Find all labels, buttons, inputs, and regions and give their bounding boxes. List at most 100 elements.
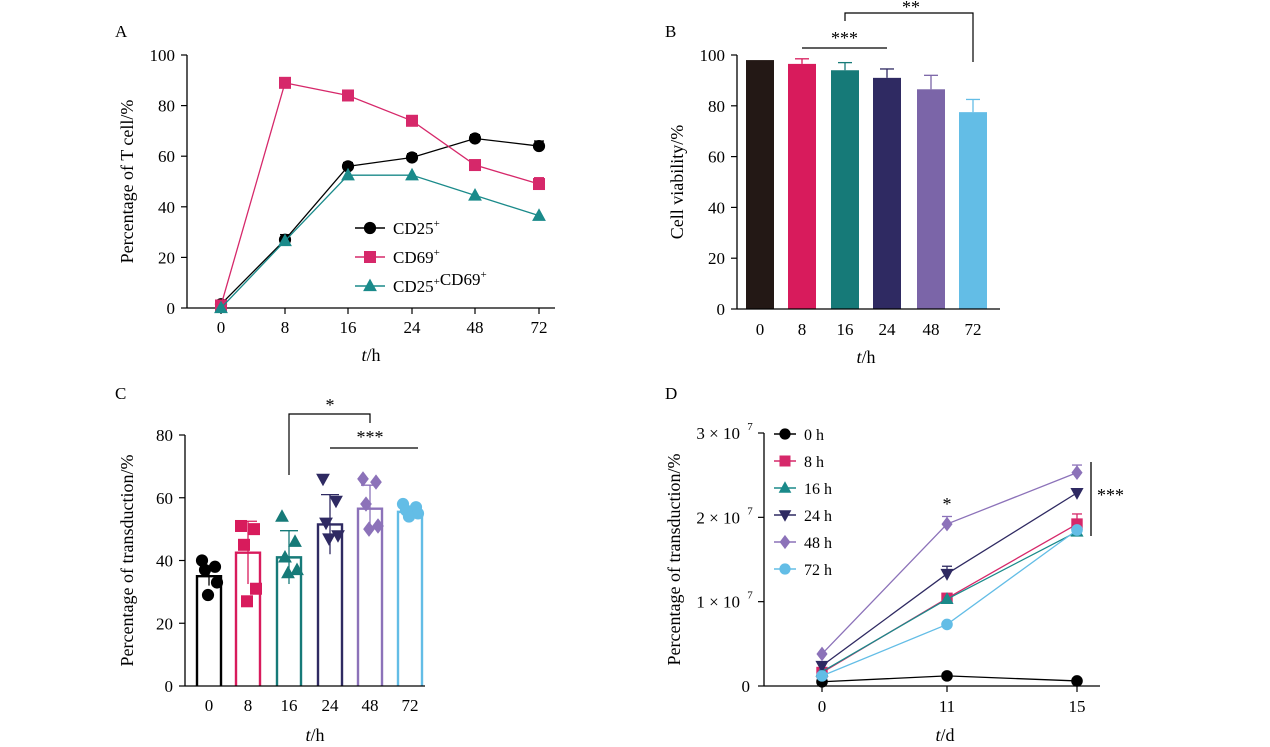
y-axis-label: Cell viability/%: [667, 125, 687, 240]
x-tick-label: 0: [217, 318, 226, 337]
y-tick-label: 80: [158, 97, 175, 116]
legend-marker: [363, 221, 377, 235]
x-tick-label: 0: [205, 696, 214, 715]
x-tick-label: 15: [1069, 697, 1086, 716]
x-tick-label: 48: [467, 318, 484, 337]
x-tick-label: 11: [939, 697, 955, 716]
data-point: [1071, 675, 1083, 687]
x-tick-label: 48: [923, 320, 940, 339]
data-point: [238, 538, 250, 551]
bar: [396, 510, 424, 686]
x-tick-label: 72: [965, 320, 982, 339]
data-point: [235, 519, 247, 532]
significance-bracket: [844, 12, 974, 62]
significance-marker: *: [326, 395, 335, 415]
y-tick-label: 60: [156, 489, 173, 508]
legend-label: 0 h: [804, 427, 824, 444]
data-point: [532, 139, 546, 153]
data-point: [815, 660, 829, 673]
data-point: [1071, 465, 1083, 480]
data-point: [941, 516, 953, 532]
y-tick-label: 0: [742, 677, 751, 696]
y-tick-label: 20: [708, 249, 725, 268]
bar: [831, 70, 859, 310]
x-tick-label: 16: [837, 320, 854, 339]
y-tick-label: 0: [717, 300, 726, 319]
data-point: [341, 167, 355, 181]
y-tick-exponent: 7: [747, 590, 753, 602]
data-point: [406, 114, 418, 127]
data-point: [278, 549, 292, 563]
data-point: [533, 178, 545, 191]
data-point: [214, 300, 228, 314]
legend-label: 24 h: [804, 508, 832, 525]
data-point: [279, 76, 291, 89]
data-point: [468, 132, 482, 145]
data-point: [940, 592, 954, 605]
significance-marker: ***: [357, 427, 384, 447]
y-tick-label: 80: [708, 97, 725, 116]
data-point: [469, 159, 481, 172]
x-tick-label: 0: [818, 697, 827, 716]
data-point: [816, 646, 828, 662]
data-point: [363, 521, 375, 537]
x-tick-label: 8: [244, 696, 253, 715]
x-tick-label: 24: [322, 696, 340, 715]
y-tick-label: 1 × 10: [696, 593, 740, 612]
data-point: [201, 588, 215, 602]
legend-marker: [779, 563, 791, 575]
y-tick-label: 100: [700, 46, 726, 65]
legend-label: 16 h: [804, 481, 832, 498]
data-point: [316, 473, 330, 487]
legend-label: CD25+CD69+: [393, 269, 487, 296]
y-tick-label: 60: [708, 148, 725, 167]
y-tick-label: 0: [165, 677, 174, 696]
legend-marker: [779, 534, 791, 550]
x-axis-label: t/d: [935, 725, 954, 745]
bar: [746, 60, 774, 309]
x-axis-label: t/h: [305, 725, 324, 745]
significance-marker: **: [902, 0, 920, 17]
data-point: [248, 523, 260, 536]
y-tick-label: 40: [158, 198, 175, 217]
data-point: [275, 509, 289, 522]
y-tick-label: 3 × 10: [696, 424, 740, 443]
data-point: [816, 670, 828, 682]
data-point: [281, 565, 295, 579]
y-tick-label: 40: [156, 552, 173, 571]
panel-d-line-chart: 0 1 × 10 7 2 × 10 7 3 × 10 7 0 11 15 t/d Percentage…: [664, 421, 1124, 745]
legend-label: CD69+: [393, 247, 440, 267]
x-tick-label: 8: [281, 318, 290, 337]
series-line: [821, 492, 1078, 667]
data-point: [357, 471, 369, 487]
data-point: [941, 670, 953, 682]
bar: [917, 89, 945, 309]
bar: [959, 112, 987, 310]
y-tick-label: 20: [158, 248, 175, 267]
data-point: [370, 474, 382, 490]
data-point: [1070, 487, 1084, 500]
panel-label-d: D: [665, 384, 677, 403]
data-point: [342, 89, 354, 102]
y-tick-label: 100: [150, 46, 176, 65]
significance-marker: *: [943, 494, 952, 514]
significance-marker: ***: [831, 28, 858, 48]
significance-bracket: [288, 413, 371, 475]
x-tick-label: 24: [879, 320, 897, 339]
y-tick-label: 80: [156, 426, 173, 445]
legend-label: 72 h: [804, 562, 832, 579]
data-point: [468, 188, 482, 201]
data-point: [941, 618, 953, 631]
legend-marker: [778, 481, 792, 493]
bar: [873, 77, 901, 309]
panel-a-line-chart: 0 20 40 60 80 100 0 8 16 24 48 72 t/h Percentage of T…: [117, 46, 555, 365]
data-point: [208, 560, 222, 573]
data-point: [940, 568, 954, 581]
legend-marker: [779, 455, 791, 467]
legend-label: 8 h: [804, 454, 824, 471]
x-tick-label: 16: [340, 318, 357, 337]
x-tick-label: 24: [404, 318, 422, 337]
y-tick-label: 60: [158, 147, 175, 166]
y-tick-label: 0: [167, 299, 176, 318]
